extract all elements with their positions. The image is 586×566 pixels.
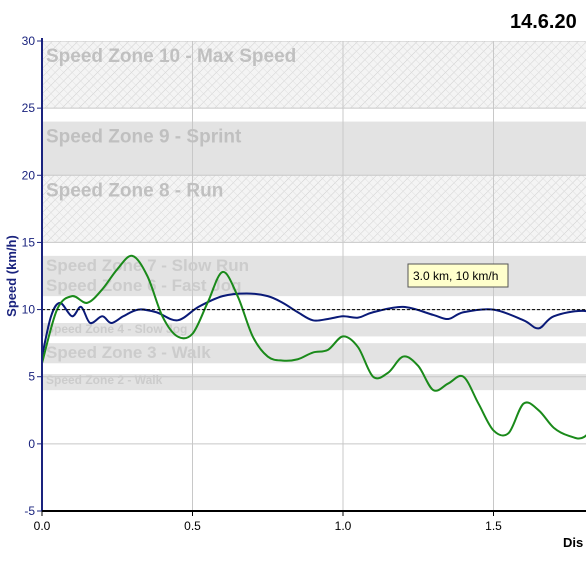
cursor-tooltip-label: 3.0 km, 10 km/h <box>413 269 498 283</box>
series-line-0 <box>42 292 586 357</box>
series-line-1 <box>42 254 586 440</box>
speed-zone-label: Speed Zone 3 - Walk <box>46 343 211 362</box>
x-tick-label: 1.5 <box>485 519 502 533</box>
cursor-tooltip-box <box>407 263 509 288</box>
chart-title: 14.6.20 <box>510 11 577 33</box>
y-tick-label: 20 <box>22 168 36 182</box>
speed-zone-label: Speed Zone 9 - Sprint <box>46 127 242 148</box>
y-tick-label: 15 <box>22 235 36 249</box>
speed-zone-band <box>42 374 586 391</box>
x-tick-label: 0.0 <box>34 519 51 533</box>
y-tick-label: 0 <box>28 437 35 451</box>
x-axis-label: Dis <box>563 535 583 550</box>
speed-zone-label: Speed Zone 2 - Walk <box>46 373 163 387</box>
y-tick-label: 5 <box>28 370 35 384</box>
y-tick-label: 10 <box>22 303 36 317</box>
y-tick-label: 30 <box>22 34 36 48</box>
speed-zone-band <box>42 175 586 243</box>
speed-zone-band <box>42 323 586 337</box>
speed-zone-band <box>42 121 586 176</box>
speed-zone-label: Speed Zone 10 - Max Speed <box>46 46 296 67</box>
speed-zone-band <box>42 41 586 109</box>
speed-zone-label: Speed Zone 4 - Slow Jog <box>46 322 187 336</box>
x-tick-label: 0.5 <box>184 519 201 533</box>
x-tick-label: 1.0 <box>335 519 352 533</box>
y-axis-label: Speed (km/h) <box>4 235 19 317</box>
speed-zone-label: Speed Zone 7 - Slow Run <box>46 256 249 275</box>
y-tick-label: 25 <box>22 101 36 115</box>
y-tick-label: -5 <box>24 504 35 518</box>
speed-zone-label: Speed Zone 8 - Run <box>46 180 223 201</box>
speed-zone-label: Speed Zone 6 - Fast Jog <box>46 276 242 295</box>
